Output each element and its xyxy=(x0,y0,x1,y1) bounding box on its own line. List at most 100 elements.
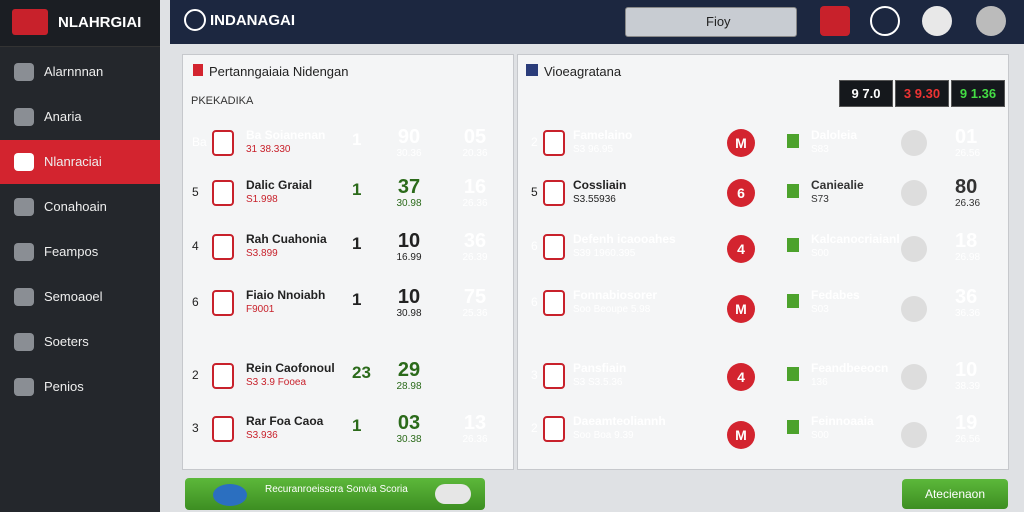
menu-item[interactable]: Feampos xyxy=(0,230,160,274)
flag-icon[interactable] xyxy=(820,6,850,36)
badge: M xyxy=(727,129,755,157)
sidebar: NLAHRGIAI Alarnnnan Anaria Nlanraciai Conah… xyxy=(0,0,160,512)
standing-row[interactable]: 6 Fiaio Nnoiabh F9001 1 10 30.98 75 25.36 xyxy=(184,278,512,340)
score-sub: 26.56 xyxy=(955,148,981,159)
team-name: Fonnabiosorer xyxy=(573,288,658,302)
team-name: Daloleia xyxy=(811,128,858,142)
team-name: Pansfiain xyxy=(573,361,627,375)
team-name: Defenh icaooahes xyxy=(573,232,676,246)
score-box: 3 9.30 xyxy=(895,80,949,107)
rank: 2 xyxy=(192,368,199,382)
rank: 6 xyxy=(531,295,538,309)
menu-label: Penios xyxy=(44,379,84,394)
team-name: Ba Soianenan xyxy=(246,128,326,142)
team-name: Daeamteoliannh xyxy=(573,414,666,428)
team-logo xyxy=(543,290,565,316)
team-sub: F9001 xyxy=(246,304,275,315)
check xyxy=(787,367,799,381)
menu-item[interactable]: Anaria xyxy=(0,95,160,139)
menu-icon xyxy=(14,288,34,306)
standing-row[interactable]: 4 Rah Cuahonia S3.899 1 10 16.99 36 26.39 xyxy=(184,222,512,276)
team-icon xyxy=(901,130,927,156)
stat-c: 13 xyxy=(463,412,487,434)
menu-item[interactable]: Alarnnnan xyxy=(0,50,160,94)
rank: 5 xyxy=(192,185,199,199)
panel-subtitle: PKEKADIKA xyxy=(191,95,254,107)
match-row[interactable]: 5 Cossliain S3.55936 6 Caniealie S73 80 26.36 xyxy=(521,168,1005,218)
team-icon xyxy=(901,422,927,448)
promo-button[interactable]: Recuranroeisscra Sonvia Scoria xyxy=(185,478,485,510)
team-name: Kalcanocriaianl xyxy=(811,232,900,246)
logo[interactable]: NLAHRGIAI xyxy=(0,0,160,47)
team-logo xyxy=(543,130,565,156)
team-sub: S83 xyxy=(811,144,829,155)
menu-icon xyxy=(14,243,34,261)
toggle[interactable] xyxy=(435,484,471,504)
top-icon xyxy=(184,9,206,31)
menu-item[interactable]: Conahoain xyxy=(0,185,160,229)
action-button[interactable]: Atecienaon xyxy=(902,479,1008,509)
score-sub: 36.36 xyxy=(955,308,981,319)
team-logo xyxy=(543,363,565,389)
badge: 6 xyxy=(727,179,755,207)
match-row[interactable]: 2 Daeamteoliannh Soo Boa 9.39 M Feinnoaaia S0… xyxy=(521,404,1005,466)
logo-icon xyxy=(12,9,48,35)
menu-item[interactable]: Nlanraciai xyxy=(0,140,160,184)
team-icon xyxy=(901,363,927,390)
menu-icon xyxy=(14,333,34,351)
team-sub: S00 xyxy=(811,248,829,259)
team-logo xyxy=(543,416,565,442)
menu-label: Nlanraciai xyxy=(44,154,102,169)
menu-icon xyxy=(14,378,34,396)
avatar[interactable] xyxy=(976,6,1006,36)
menu-icon xyxy=(14,198,34,216)
standing-row[interactable]: 3 Rar Foa Caoa S3.936 1 03 30.38 13 26.36 xyxy=(184,404,512,466)
menu-item[interactable]: Penios xyxy=(0,365,160,409)
score-sub: 26.56 xyxy=(955,434,981,445)
stat-a: 23 xyxy=(352,363,371,382)
standing-row[interactable]: 5 Dalic Graial S1.998 1 37 30.98 16 26.36 xyxy=(184,168,512,218)
match-row[interactable]: 6 Fonnabiosorer Soo Beoupe 5.98 M Fedabes S03… xyxy=(521,278,1005,340)
stat-b: 10 xyxy=(397,230,421,252)
team-sub: S39 1960.395 xyxy=(573,248,636,259)
left-panel: Pertanngaiaia Nidengan PKEKADIKA xyxy=(182,54,514,470)
search-box[interactable]: Fioy xyxy=(625,7,797,37)
check xyxy=(787,184,799,198)
panel-icon xyxy=(526,64,538,76)
stat-c-sub: 26.36 xyxy=(462,198,488,209)
rank: 3 xyxy=(192,421,199,435)
team-sub: S3 S3.5.36 xyxy=(573,377,623,388)
score: 80 xyxy=(955,176,978,198)
menu-item[interactable]: Semoaoel xyxy=(0,275,160,319)
team-name: Dalic Graial xyxy=(246,178,313,192)
menu-item[interactable]: Soeters xyxy=(0,320,160,364)
rank: 3 xyxy=(531,368,538,382)
stat-b-sub: 28.98 xyxy=(396,381,422,392)
menu-icon xyxy=(14,63,34,81)
top-bar: INDANAGAI Fioy xyxy=(170,0,1024,44)
standing-row[interactable]: Ba Ba Soianenan 31 38.330 1 90 30.36 05 20.36 xyxy=(184,118,512,168)
score-box: 9 7.0 xyxy=(839,80,893,107)
rank: Ba xyxy=(192,135,207,149)
team-sub: S3.55936 xyxy=(573,194,616,205)
stat-c: 75 xyxy=(463,286,487,308)
match-row[interactable]: 6 Defenh icaooahes S39 1960.395 4 Kalcanocri… xyxy=(521,222,1005,276)
match-row[interactable]: 2 Famelaino S3 96.95 M Daloleia S83 01 26.56 xyxy=(521,118,1005,168)
stat-b: 10 xyxy=(397,286,421,308)
team-icon xyxy=(901,236,927,262)
standing-row[interactable]: 2 Rein Caofonoul S3 3.9 Fooea 23 29 28.98 xyxy=(184,351,512,402)
team-name: Rein Caofonoul xyxy=(246,361,335,375)
match-row[interactable]: 3 Pansfiain S3 S3.5.36 4 Feandbeeocn 136 10 38.… xyxy=(521,351,1005,402)
ball-icon[interactable] xyxy=(922,6,952,36)
check xyxy=(787,238,799,252)
stat-a: 1 xyxy=(352,130,362,149)
team-logo xyxy=(212,130,234,156)
panel-icon xyxy=(193,64,203,76)
stat-b: 29 xyxy=(397,359,421,381)
score: 10 xyxy=(955,359,978,381)
team-sub: 136 xyxy=(811,377,828,388)
stat-c-sub: 26.39 xyxy=(462,252,488,263)
score: 19 xyxy=(955,412,978,434)
link-icon[interactable] xyxy=(870,6,900,36)
right-panel: Vioeagratana xyxy=(517,54,1009,470)
